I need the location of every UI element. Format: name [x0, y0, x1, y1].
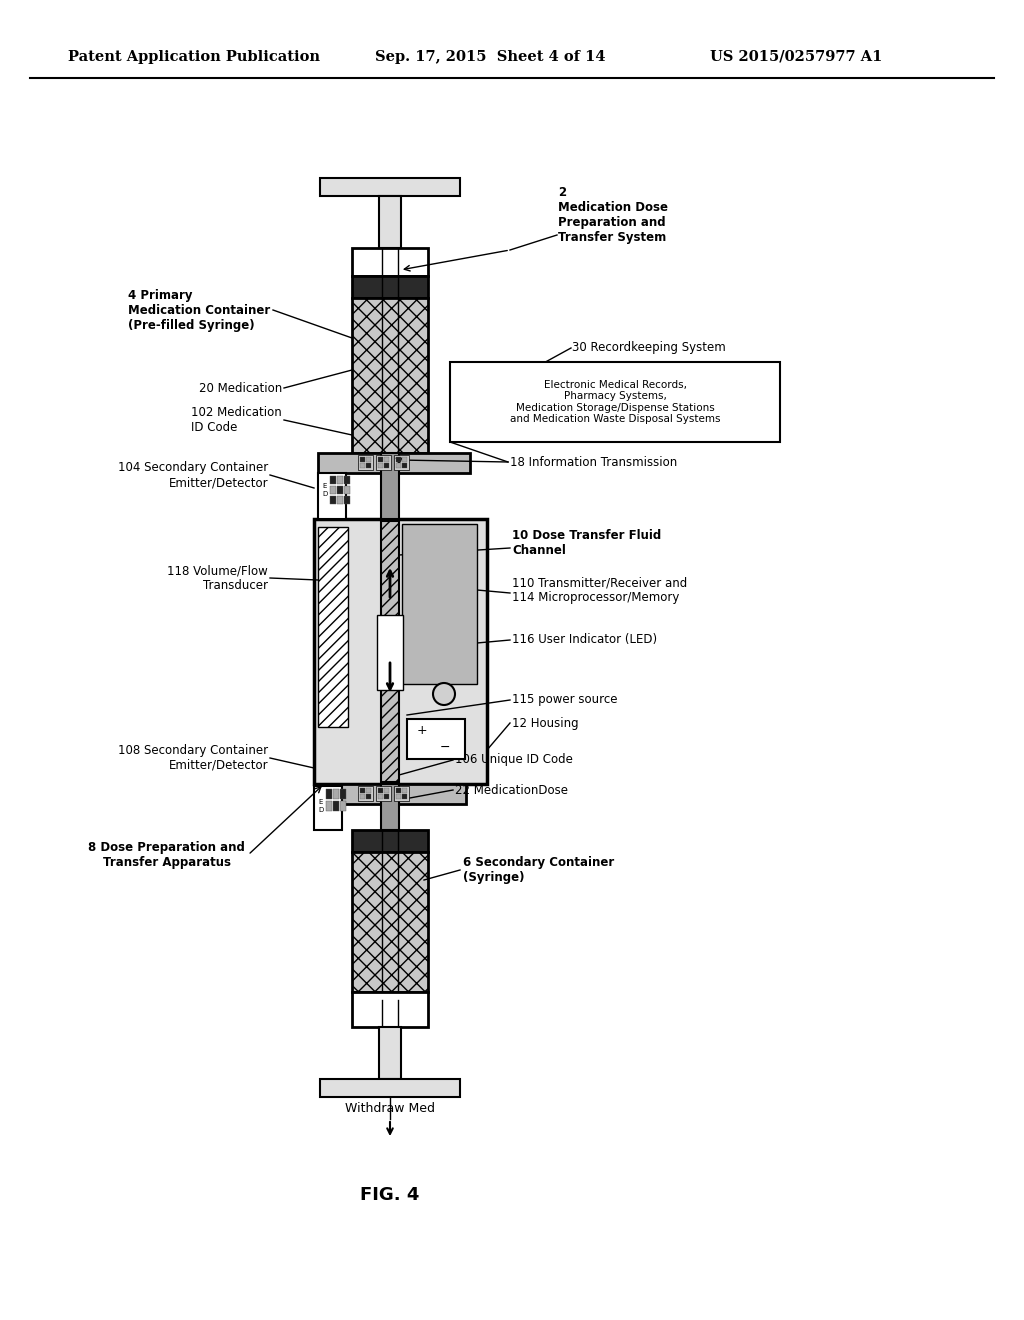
Bar: [366, 457, 371, 462]
Bar: [402, 463, 407, 469]
Bar: [384, 788, 389, 793]
Bar: [376, 455, 391, 470]
Bar: [379, 195, 401, 248]
Bar: [314, 785, 342, 830]
Bar: [384, 457, 389, 462]
Bar: [366, 788, 371, 793]
Bar: [314, 784, 466, 804]
Bar: [402, 795, 407, 799]
Bar: [384, 795, 389, 799]
Bar: [352, 276, 428, 298]
Text: 6 Secondary Container
(Syringe): 6 Secondary Container (Syringe): [463, 855, 614, 884]
Text: 4 Primary
Medication Container
(Pre-filled Syringe): 4 Primary Medication Container (Pre-fill…: [128, 289, 270, 331]
Text: Electronic Medical Records,
Pharmacy Systems,
Medication Storage/Dispense Statio: Electronic Medical Records, Pharmacy Sys…: [510, 380, 720, 425]
Bar: [330, 486, 336, 494]
Bar: [396, 795, 401, 799]
Bar: [358, 455, 373, 470]
Bar: [366, 795, 371, 799]
Bar: [352, 298, 428, 453]
Text: 108 Secondary Container
Emitter/Detector: 108 Secondary Container Emitter/Detector: [118, 744, 268, 772]
Text: 12 Housing: 12 Housing: [512, 717, 579, 730]
Bar: [344, 477, 350, 484]
Bar: [396, 457, 401, 462]
Text: 118 Volume/Flow
Transducer: 118 Volume/Flow Transducer: [167, 564, 268, 591]
Bar: [337, 477, 343, 484]
Text: 106 Unique ID Code: 106 Unique ID Code: [455, 754, 572, 767]
Bar: [381, 784, 399, 830]
Text: 8 Dose Preparation and
Transfer Apparatus: 8 Dose Preparation and Transfer Apparatu…: [88, 841, 245, 869]
Text: 18 Information Transmission: 18 Information Transmission: [510, 455, 677, 469]
Bar: [318, 527, 348, 727]
Bar: [396, 463, 401, 469]
Bar: [333, 801, 339, 810]
Text: FIG. 4: FIG. 4: [360, 1185, 420, 1204]
Text: 10 Dose Transfer Fluid
Channel: 10 Dose Transfer Fluid Channel: [512, 529, 662, 557]
Text: 2
Medication Dose
Preparation and
Transfer System: 2 Medication Dose Preparation and Transf…: [558, 186, 668, 244]
Text: US 2015/0257977 A1: US 2015/0257977 A1: [710, 50, 883, 63]
Bar: [360, 795, 365, 799]
Bar: [333, 789, 339, 799]
Bar: [381, 521, 399, 781]
Bar: [366, 463, 371, 469]
Text: 22 MedicationDose: 22 MedicationDose: [455, 784, 568, 796]
Bar: [378, 788, 383, 793]
Text: 115 power source: 115 power source: [512, 693, 617, 706]
Bar: [319, 178, 460, 195]
Text: Sep. 17, 2015  Sheet 4 of 14: Sep. 17, 2015 Sheet 4 of 14: [375, 50, 605, 63]
Bar: [377, 615, 403, 690]
Bar: [376, 785, 391, 801]
Bar: [326, 801, 332, 810]
Bar: [344, 486, 350, 494]
Bar: [360, 788, 365, 793]
Text: 116 User Indicator (LED): 116 User Indicator (LED): [512, 634, 657, 647]
Bar: [402, 524, 477, 684]
Text: E
D: E D: [322, 483, 328, 496]
Text: −: −: [439, 741, 451, 754]
Text: 104 Secondary Container
Emitter/Detector: 104 Secondary Container Emitter/Detector: [118, 461, 268, 488]
Text: 102 Medication
ID Code: 102 Medication ID Code: [191, 407, 282, 434]
Bar: [352, 830, 428, 851]
Bar: [340, 801, 346, 810]
Bar: [330, 477, 336, 484]
Bar: [337, 486, 343, 494]
Bar: [352, 851, 428, 993]
Text: 30 Recordkeeping System: 30 Recordkeeping System: [572, 342, 726, 355]
Bar: [326, 789, 332, 799]
Bar: [319, 1078, 460, 1097]
Bar: [379, 1027, 401, 1078]
Circle shape: [433, 682, 455, 705]
Bar: [450, 362, 780, 442]
Bar: [402, 788, 407, 793]
Bar: [384, 463, 389, 469]
Bar: [314, 519, 487, 784]
Bar: [318, 453, 470, 473]
Text: +: +: [417, 725, 427, 738]
Text: Patent Application Publication: Patent Application Publication: [68, 50, 319, 63]
Bar: [318, 473, 346, 519]
Bar: [381, 453, 399, 519]
Bar: [407, 719, 465, 759]
Bar: [378, 457, 383, 462]
Bar: [378, 463, 383, 469]
Bar: [352, 993, 428, 1027]
Bar: [396, 788, 401, 793]
Bar: [337, 496, 343, 504]
Bar: [352, 248, 428, 276]
Text: 110 Transmitter/Receiver and
114 Microprocessor/Memory: 110 Transmitter/Receiver and 114 Micropr…: [512, 576, 687, 605]
Bar: [340, 789, 346, 799]
Text: E
D: E D: [318, 800, 324, 813]
Bar: [330, 496, 336, 504]
Bar: [394, 455, 409, 470]
Text: 20 Medication: 20 Medication: [199, 381, 282, 395]
Text: Withdraw Med: Withdraw Med: [345, 1102, 435, 1115]
Bar: [358, 785, 373, 801]
Bar: [344, 496, 350, 504]
Bar: [360, 463, 365, 469]
Bar: [360, 457, 365, 462]
Bar: [378, 795, 383, 799]
Bar: [394, 785, 409, 801]
Bar: [402, 457, 407, 462]
